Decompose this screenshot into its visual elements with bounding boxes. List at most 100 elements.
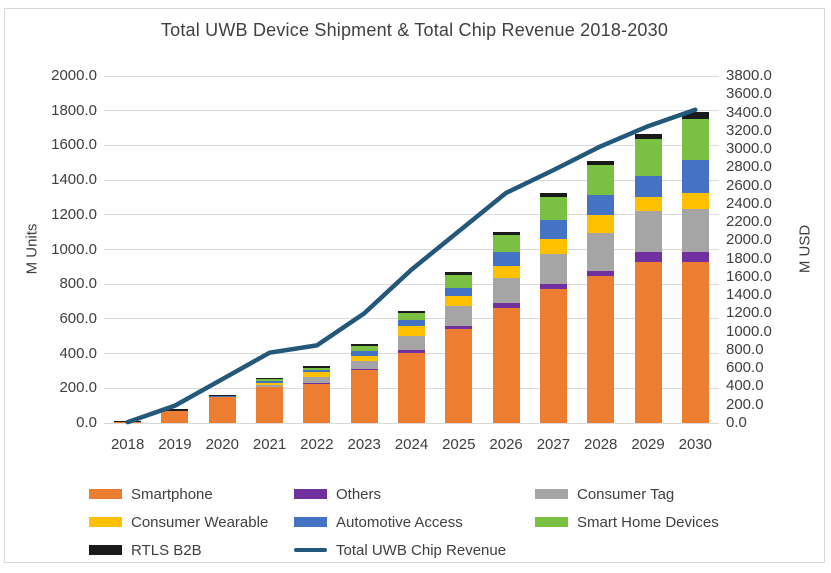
bar-segment-consumer-tag: [398, 336, 425, 351]
right-axis-tick: 1400.0: [726, 286, 772, 304]
bar-segment-consumer-tag: [634, 210, 662, 253]
revenue-line: [125, 107, 698, 425]
bar-segment-rtls-b2b: [445, 271, 473, 275]
right-axis-tick: 2000.0: [726, 231, 772, 249]
left-axis-tick: 0.0: [76, 414, 97, 431]
bar-segment-others: [350, 369, 378, 371]
bar-segment-rtls-b2b: [303, 366, 331, 368]
bar-segment-automotive-access: [634, 175, 662, 197]
left-axis-tick: 600.0: [59, 309, 97, 327]
legend-swatch-automotive-access: [294, 517, 327, 527]
bar-stack-2030: [681, 111, 709, 423]
bar-segment-others: [634, 252, 662, 262]
x-axis-label: 2020: [205, 436, 239, 453]
bar-segment-others: [539, 283, 567, 289]
bar-stack-2019: [161, 409, 189, 423]
legend-label: Automotive Access: [336, 513, 463, 531]
chart-frame: Total UWB Device Shipment & Total Chip R…: [4, 8, 825, 563]
bar-segment-others: [256, 386, 284, 388]
bar-segment-rtls-b2b: [256, 377, 284, 380]
bar-segment-consumer-tag: [445, 306, 473, 327]
bar-segment-smart-home-devices: [492, 235, 520, 252]
bar-stack-2020: [208, 395, 236, 423]
legend-label: Smartphone: [131, 485, 213, 503]
left-axis-tick: 200.0: [59, 379, 97, 397]
right-axis-tick: 3000.0: [726, 140, 772, 158]
bar-segment-smart-home-devices: [256, 379, 284, 381]
right-axis-tick: 400.0: [726, 377, 764, 395]
right-axis-tick: 3200.0: [726, 121, 772, 139]
right-axis-tick: 3400.0: [726, 103, 772, 121]
legend-item-rtls-b2b: RTLS B2B: [89, 541, 202, 559]
right-axis-tick: 2400.0: [726, 194, 772, 212]
left-axis-tick: 1200.0: [51, 205, 97, 223]
bar-segment-consumer-tag: [350, 361, 378, 370]
bar-segment-consumer-wearable: [587, 214, 615, 234]
legend-item-automotive-access: Automotive Access: [294, 513, 463, 531]
gridline: [104, 422, 719, 424]
bar-stack-2022: [303, 366, 331, 423]
gridline: [104, 75, 719, 77]
legend-swatch-smartphone: [89, 489, 122, 499]
x-axis-label: 2030: [678, 436, 713, 453]
bar-segment-rtls-b2b: [681, 111, 709, 119]
legend-item-others: Others: [294, 485, 381, 503]
bar-segment-smart-home-devices: [350, 346, 378, 351]
bar-segment-consumer-tag: [681, 208, 709, 253]
right-axis-tick: 3600.0: [726, 85, 772, 103]
bar-segment-rtls-b2b: [539, 193, 567, 197]
bar-segment-rtls-b2b: [161, 409, 189, 411]
bar-segment-others: [303, 383, 331, 384]
bar-segment-smart-home-devices: [587, 165, 615, 195]
bar-segment-smartphone: [445, 329, 473, 423]
left-axis-tick: 1400.0: [51, 171, 97, 189]
bar-segment-automotive-access: [681, 160, 709, 194]
bar-segment-rtls-b2b: [587, 160, 615, 166]
bar-segment-automotive-access: [539, 220, 567, 240]
legend-label: Consumer Wearable: [131, 513, 269, 531]
bar-segment-consumer-tag: [587, 233, 615, 272]
bar-segment-smartphone: [208, 396, 236, 423]
bar-segment-smart-home-devices: [539, 196, 567, 221]
bar-segment-automotive-access: [492, 251, 520, 266]
bar-segment-smartphone: [681, 261, 709, 423]
bar-stack-2026: [492, 232, 520, 423]
bar-segment-others: [492, 303, 520, 308]
bar-segment-automotive-access: [208, 396, 236, 397]
right-axis-tick: 1600.0: [726, 267, 772, 285]
legend-label: Total UWB Chip Revenue: [336, 541, 507, 559]
bar-segment-consumer-wearable: [256, 382, 284, 385]
bar-segment-consumer-tag: [256, 384, 284, 387]
bar-segment-smartphone: [256, 387, 284, 423]
legend-item-smartphone: Smartphone: [89, 485, 213, 503]
bar-segment-smartphone: [161, 410, 189, 423]
bar-segment-smart-home-devices: [634, 139, 662, 176]
right-axis-tick: 3800.0: [726, 67, 772, 84]
chart-title: Total UWB Device Shipment & Total Chip R…: [160, 20, 669, 40]
left-axis-tick: 800.0: [59, 275, 97, 293]
right-axis-tick: 1800.0: [726, 249, 772, 267]
bar-segment-others: [445, 326, 473, 330]
bar-segment-rtls-b2b: [492, 232, 520, 236]
right-axis-tick: 1200.0: [726, 304, 772, 322]
right-axis-tick: 1000.0: [726, 322, 772, 340]
left-axis-tick: 1600.0: [51, 136, 97, 154]
right-axis-tick: 600.0: [726, 359, 764, 377]
legend-swatch-others: [294, 489, 327, 499]
x-axis-label: 2018: [110, 436, 145, 453]
x-axis-label: 2028: [584, 436, 618, 453]
legend-label: Others: [336, 485, 382, 503]
bar-segment-rtls-b2b: [208, 395, 236, 397]
bar-segment-smartphone: [350, 370, 378, 423]
legend-item-smart-home-devices: Smart Home Devices: [535, 513, 719, 531]
bar-segment-consumer-wearable: [634, 196, 662, 211]
right-axis-tick: 200.0: [726, 395, 764, 413]
legend-label: Smart Home Devices: [577, 513, 719, 531]
bar-segment-smartphone: [539, 288, 567, 423]
bar-segment-consumer-tag: [492, 278, 520, 304]
left-axis-tick: 1000.0: [51, 240, 97, 258]
legend-swatch-rtls-b2b: [89, 545, 122, 555]
legend-label: Consumer Tag: [577, 485, 675, 503]
bar-segment-consumer-wearable: [539, 239, 567, 255]
